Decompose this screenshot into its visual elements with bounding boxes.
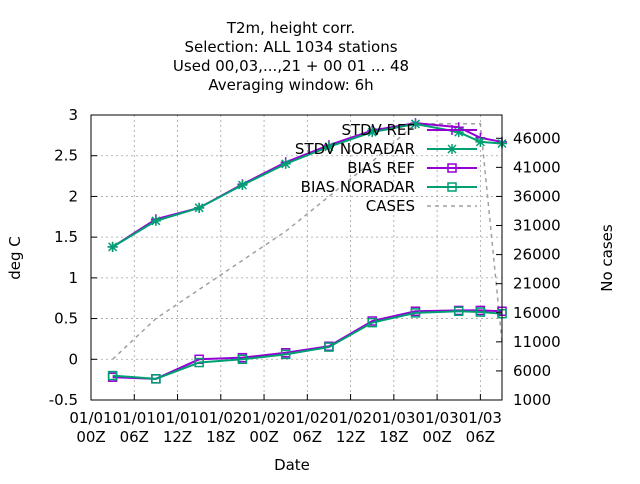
legend-label-cases: CASES [366,197,415,215]
y2-tick-label: 1000 [513,391,551,409]
y2-tick-label: 26000 [513,246,561,264]
series-point-bias-noradar [194,357,204,368]
x-tick-label-date: 01/03 [459,409,502,427]
plot-frame [90,114,503,401]
y-tick-label: 1 [68,269,78,287]
x-tick-label-hour: 00Z [249,428,278,446]
y2-tick-label: 6000 [513,362,551,380]
x-tick-label-hour: 00Z [76,428,105,446]
series-line-bias-noradar [112,310,503,380]
y-tick-label: 0.5 [54,310,78,328]
y2-tick-label: 36000 [513,187,561,205]
legend-entry-bias-ref: BIAS REF [347,159,477,177]
y-tick-label: 3 [68,106,78,124]
series-point-bias-noradar [453,306,464,316]
series-point-stdv-noradar [107,241,118,252]
legend-marker-stdv-ref [447,125,457,135]
x-tick-label-hour: 06Z [293,428,322,446]
legend-marker-bias-noradar [447,182,457,192]
y-tick-label: -0.5 [49,391,78,409]
title-line-4: Averaging window: 6h [208,76,373,94]
x-tick-label-date: 01/01 [113,409,156,427]
y2-tick-label: 31000 [513,217,561,235]
series-line-cases [112,122,503,360]
y2-tick-label: 16000 [513,304,561,322]
legend-label-bias-noradar: BIAS NORADAR [301,178,415,196]
legend-label-stdv-ref: STDV REF [341,121,415,139]
ticks-layer: -0.500.511.522.5310006000110001600021000… [49,106,561,446]
title-line-1: T2m, height corr. [226,19,355,37]
series-point-bias-noradar [324,342,334,352]
series-point-bias-noradar [280,349,291,360]
series-point-stdv-noradar [280,158,291,169]
series-point-bias-noradar [367,317,377,328]
x-tick-label-date: 01/03 [415,409,458,427]
series-point-bias-noradar [475,307,486,317]
x-tick-label-date: 01/02 [199,409,242,427]
y2-tick-label: 21000 [513,275,561,293]
series-point-bias-noradar [107,370,118,381]
legend-entry-stdv-ref: STDV REF [341,121,477,139]
x-tick-label-date: 01/02 [242,409,285,427]
x-tick-label-date: 01/02 [286,409,329,427]
title-line-3: Used 00,03,...,21 + 00 01 ... 48 [173,57,409,75]
x-tick-label-date: 01/03 [372,409,415,427]
x-tick-label-hour: 06Z [120,428,149,446]
x-tick-label-date: 01/01 [69,409,112,427]
x-tick-label-hour: 00Z [422,428,451,446]
series-point-stdv-noradar [237,180,248,191]
y2-tick-label: 41000 [513,158,561,176]
grid [91,115,502,400]
x-axis-label: Date [274,456,310,474]
y-tick-label: 0 [68,350,78,368]
y-tick-label: 2.5 [54,147,78,165]
legend-marker-bias-ref [447,163,457,173]
legend-label-stdv-noradar: STDV NORADAR [295,140,415,158]
legend-entry-stdv-noradar: STDV NORADAR [295,140,477,158]
x-tick-label-hour: 12Z [336,428,365,446]
series-point-bias-noradar [410,308,421,318]
series-point-stdv-noradar [323,141,334,152]
chart-title: T2m, height corr. Selection: ALL 1034 st… [173,19,409,94]
legend-label-bias-ref: BIAS REF [347,159,415,177]
y-axis-label: deg C [6,236,24,280]
legend-marker-stdv-noradar [447,144,457,154]
legend-entry-bias-noradar: BIAS NORADAR [301,178,477,196]
x-tick-label-hour: 06Z [466,428,495,446]
series-point-bias-noradar [237,354,248,365]
x-tick-label-hour: 12Z [163,428,192,446]
series-point-stdv-noradar [410,118,421,129]
legend-entry-cases: CASES [366,197,477,215]
series-point-bias-noradar [151,374,161,384]
x-tick-label-hour: 18Z [206,428,235,446]
y2-tick-label: 11000 [513,333,561,351]
series-cases [112,122,503,360]
series-point-stdv-noradar [150,215,161,226]
y-tick-label: 2 [68,187,78,205]
title-line-2: Selection: ALL 1034 stations [184,38,397,56]
series-point-stdv-noradar [453,127,464,138]
x-tick-label-hour: 18Z [379,428,408,446]
series-point-stdv-noradar [367,127,378,138]
y2-tick-label: 46000 [513,129,561,147]
x-tick-label-date: 01/01 [156,409,199,427]
y-tick-label: 1.5 [54,228,78,246]
series-point-stdv-noradar [194,202,205,213]
series-point-stdv-noradar [475,136,486,147]
y2-axis-label: No cases [598,224,616,292]
series-bias-noradar [107,306,507,384]
x-tick-label-date: 01/02 [329,409,372,427]
